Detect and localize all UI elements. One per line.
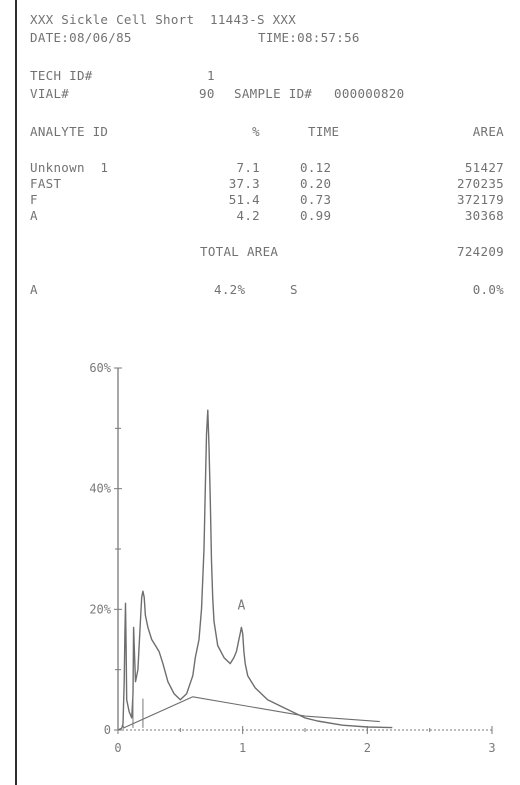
sample-id-label: SAMPLE ID# xyxy=(234,86,313,101)
report-date: DATE:08/06/85 xyxy=(30,30,132,45)
row-analyte: FAST xyxy=(30,176,62,191)
chromatogram-trace xyxy=(117,409,393,731)
header-area: AREA xyxy=(472,124,504,139)
row-time: 0.99 xyxy=(300,208,332,223)
summary-percent: 4.2% xyxy=(214,282,246,297)
summary-value: 0.0% xyxy=(472,282,504,297)
vial-label: VIAL# xyxy=(30,86,70,101)
row-percent: 37.3 xyxy=(228,176,260,191)
row-percent: 4.2 xyxy=(236,208,260,223)
row-area: 372179 xyxy=(457,192,504,207)
tech-id-label: TECH ID# xyxy=(30,68,93,83)
row-area: 30368 xyxy=(464,208,504,223)
total-area-value: 724209 xyxy=(457,244,504,259)
row-area: 51427 xyxy=(464,160,504,175)
report-frame xyxy=(15,0,520,785)
tech-id-value: 1 xyxy=(207,68,215,83)
row-time: 0.20 xyxy=(300,176,332,191)
row-analyte: A xyxy=(30,208,38,223)
vial-value: 90 xyxy=(199,86,215,101)
x-tick-label: 0 xyxy=(114,741,121,755)
row-time: 0.12 xyxy=(300,160,332,175)
row-time: 0.73 xyxy=(300,192,332,207)
x-tick-label: 3 xyxy=(488,741,495,755)
header-time: TIME xyxy=(308,124,340,139)
row-analyte: Unknown 1 xyxy=(30,160,109,175)
report-title: XXX Sickle Cell Short 11443-S XXX xyxy=(30,12,297,27)
summary-s: S xyxy=(290,282,298,297)
total-area-label: TOTAL AREA xyxy=(200,244,279,259)
x-tick-label: 1 xyxy=(239,741,246,755)
y-tick-label: 60% xyxy=(89,361,111,375)
baseline-trace xyxy=(122,696,380,729)
peak-label: A xyxy=(238,598,246,613)
y-tick-label: 20% xyxy=(89,602,111,616)
y-tick-label: 40% xyxy=(89,482,111,496)
header-percent: % xyxy=(252,124,260,139)
row-percent: 51.4 xyxy=(228,192,260,207)
x-tick-label: 2 xyxy=(364,741,371,755)
sample-id-value: 000000820 xyxy=(334,86,405,101)
row-analyte: F xyxy=(30,192,38,207)
row-area: 270235 xyxy=(457,176,504,191)
row-percent: 7.1 xyxy=(236,160,260,175)
report-time: TIME:08:57:56 xyxy=(258,30,360,45)
summary-name: A xyxy=(30,282,38,297)
header-analyte: ANALYTE ID xyxy=(30,124,109,139)
y-tick-label: 0 xyxy=(104,723,111,737)
